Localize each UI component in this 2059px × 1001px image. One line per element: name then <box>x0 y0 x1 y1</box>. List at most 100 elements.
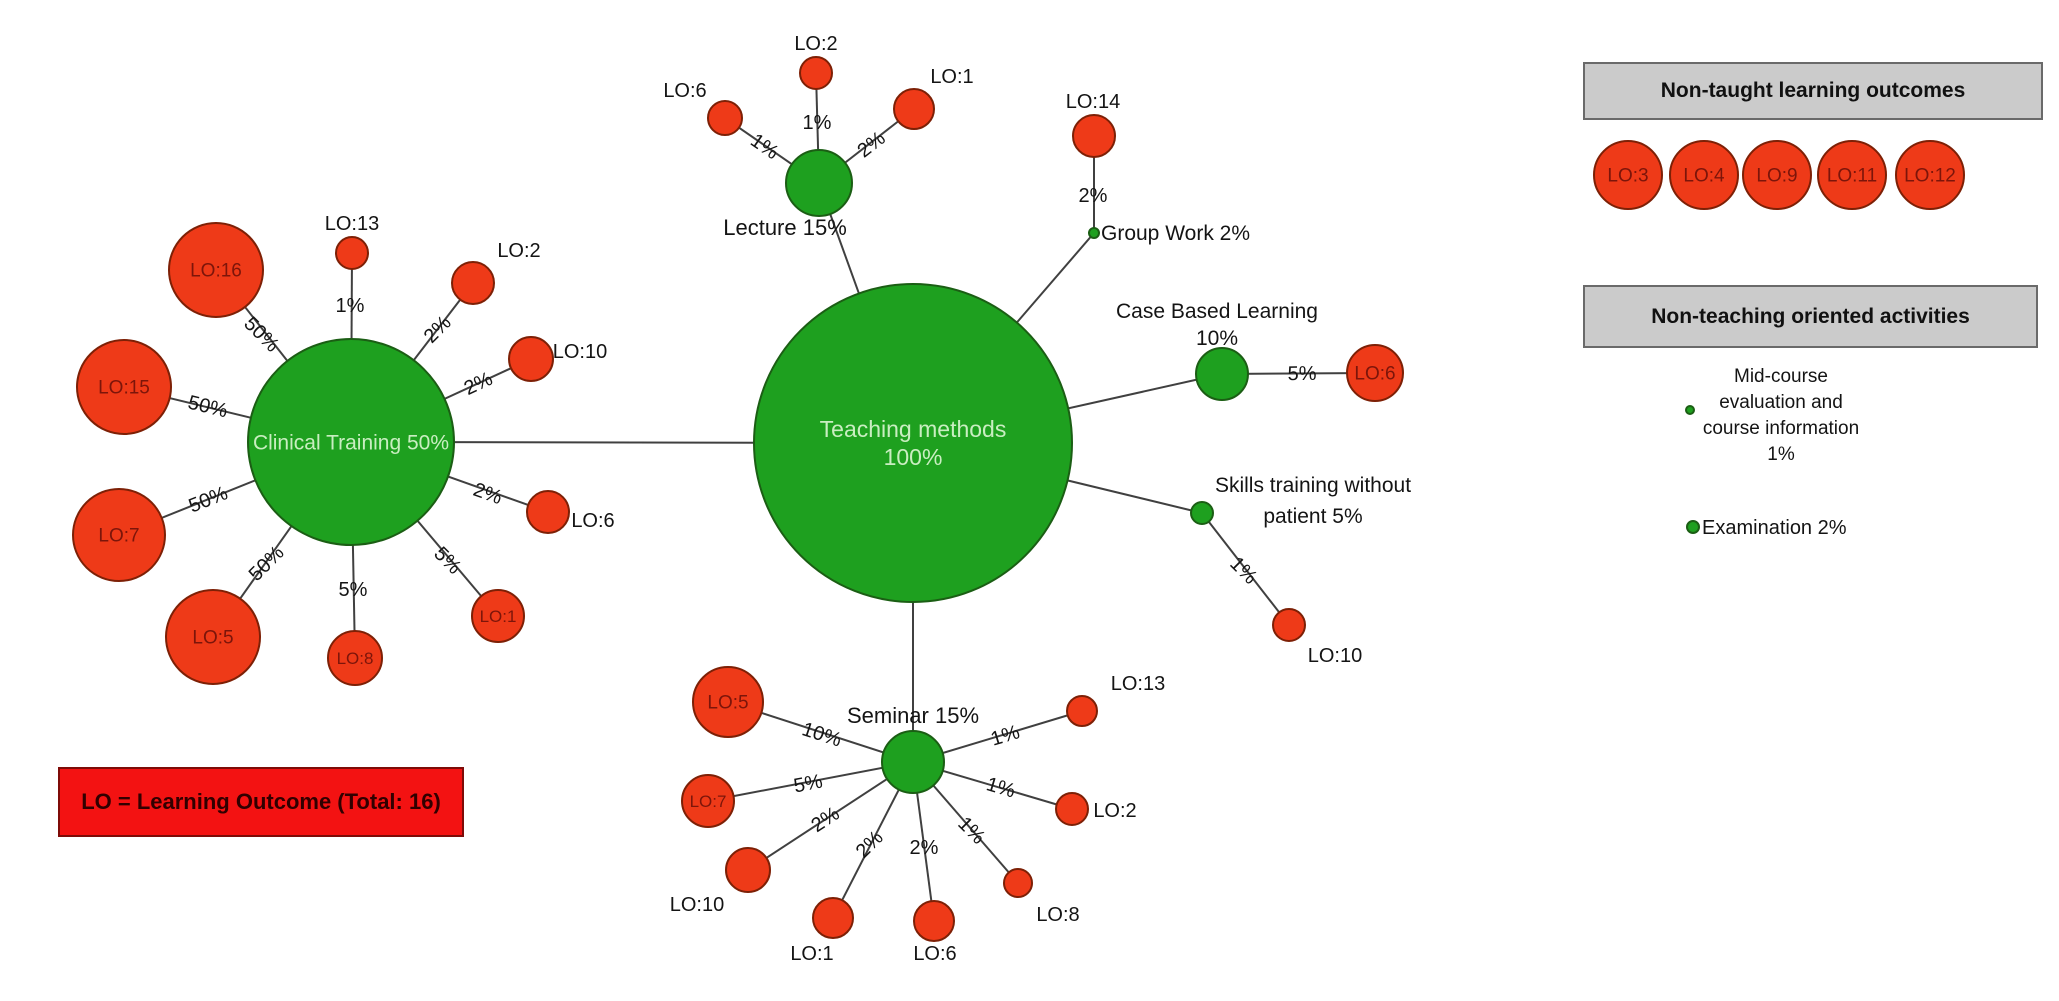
nodes-layer <box>72 56 1965 942</box>
tag-m2: LO:2 <box>1093 800 1136 822</box>
edge-label-seminar-m13: 1% <box>988 721 1022 750</box>
label-lg12: LO:12 <box>1904 166 1956 187</box>
node-m2 <box>1055 792 1089 826</box>
edge-label-clinical-c5: 50% <box>245 542 289 586</box>
edge-label-seminar-m5: 10% <box>799 718 844 751</box>
edge-label-cbl-cb6: 5% <box>1287 363 1316 385</box>
edge-label-clinical-c13: 1% <box>336 295 365 317</box>
label-lg4: LO:4 <box>1683 166 1725 187</box>
tag-exam: Examination 2% <box>1702 517 1847 539</box>
node-clinical <box>247 338 455 546</box>
label-c1: LO:1 <box>480 607 517 626</box>
edge-label-seminar-m6: 2% <box>910 837 939 859</box>
edge-label-clinical-c16: 50% <box>239 313 283 357</box>
node-m5 <box>692 666 764 738</box>
panel-non-teaching-header: Non-teaching oriented activities <box>1583 285 2038 348</box>
node-midcourse <box>1685 405 1695 415</box>
label-lg9: LO:9 <box>1756 166 1797 187</box>
tag-l1: LO:1 <box>930 66 973 88</box>
edge-label-seminar-m7: 5% <box>792 770 825 797</box>
node-s10 <box>1272 608 1306 642</box>
label-teaching-1: 100% <box>884 444 943 470</box>
tag-c13: LO:13 <box>325 213 379 235</box>
edge-label-seminar-m1: 2% <box>852 827 888 863</box>
node-c10 <box>508 336 554 382</box>
edge-label-clinical-c6r: 2% <box>470 479 505 509</box>
edge-label-clinical-c7: 50% <box>186 482 232 517</box>
edge-label-clinical-c15: 50% <box>186 392 230 423</box>
node-c8 <box>327 630 383 686</box>
node-cb6 <box>1346 344 1404 402</box>
node-l2 <box>799 56 833 90</box>
node-groupwork <box>1088 227 1100 239</box>
tag-l6: LO:6 <box>663 80 706 102</box>
label-c7: LO:7 <box>98 526 139 547</box>
node-teaching <box>753 283 1073 603</box>
tag-m1: LO:1 <box>790 943 833 965</box>
node-m8 <box>1003 868 1033 898</box>
tag-midcourse-2: course information <box>1703 418 1859 439</box>
edge-label-lecture-l2: 1% <box>803 112 832 134</box>
node-lg4 <box>1669 140 1739 210</box>
node-lg12 <box>1895 140 1965 210</box>
label-c5: LO:5 <box>192 628 233 649</box>
node-c6r <box>526 490 570 534</box>
node-l6 <box>707 100 743 136</box>
tag-midcourse-1: evaluation and <box>1719 392 1843 413</box>
tag-lecture: Lecture 15% <box>723 215 847 240</box>
edge-label-clinical-c2: 2% <box>420 312 456 348</box>
node-c2 <box>451 261 495 305</box>
node-m7 <box>681 774 735 828</box>
label-c15: LO:15 <box>98 378 150 399</box>
label-teaching-0: Teaching methods <box>820 416 1007 442</box>
node-lecture <box>785 149 853 217</box>
tag-m8: LO:8 <box>1036 904 1079 926</box>
label-lg3: LO:3 <box>1607 166 1648 187</box>
node-c1 <box>471 589 525 643</box>
tag-cbl-1: 10% <box>1196 327 1238 350</box>
node-c7 <box>72 488 166 582</box>
key-box: LO = Learning Outcome (Total: 16) <box>58 767 464 837</box>
edge-seminar-m7 <box>707 761 914 802</box>
node-lg3 <box>1593 140 1663 210</box>
tag-c10: LO:10 <box>553 341 607 363</box>
edge-label-clinical-c8: 5% <box>339 579 368 601</box>
edge-label-seminar-m10: 2% <box>807 803 843 837</box>
node-c5 <box>165 589 261 685</box>
label-lg11: LO:11 <box>1827 166 1877 187</box>
node-g14 <box>1072 114 1116 158</box>
tag-m6: LO:6 <box>913 943 956 965</box>
node-m13 <box>1066 695 1098 727</box>
node-lg9 <box>1742 140 1812 210</box>
tag-c6r: LO:6 <box>571 510 614 532</box>
edge-label-clinical-c1: 5% <box>429 543 465 579</box>
tag-s10: LO:10 <box>1308 645 1362 667</box>
panel-non-taught-header: Non-taught learning outcomes <box>1583 62 2043 120</box>
node-m1 <box>812 897 854 939</box>
edge-label-seminar-m2: 1% <box>984 773 1018 802</box>
node-c16 <box>168 222 264 318</box>
node-cbl <box>1195 347 1249 401</box>
tag-m10: LO:10 <box>670 894 724 916</box>
tag-skills-0: Skills training without <box>1215 474 1411 497</box>
tag-g14: LO:14 <box>1066 91 1120 113</box>
node-m10 <box>725 847 771 893</box>
edge-label-clinical-c10: 2% <box>461 368 497 400</box>
node-c13 <box>335 236 369 270</box>
edge-label-groupwork-g14: 2% <box>1079 185 1108 207</box>
tag-seminar: Seminar 15% <box>847 703 979 728</box>
label-clinical: Clinical Training 50% <box>253 431 449 454</box>
tag-c2: LO:2 <box>497 240 540 262</box>
label-c8: LO:8 <box>337 649 374 668</box>
tag-m13: LO:13 <box>1111 673 1165 695</box>
node-lg11 <box>1817 140 1887 210</box>
label-m5: LO:5 <box>707 693 748 714</box>
tag-midcourse-0: Mid-course <box>1734 366 1828 387</box>
edge-skills-s10 <box>1201 512 1290 626</box>
node-exam <box>1686 520 1700 534</box>
edge-label-lecture-l6: 1% <box>746 130 782 165</box>
label-c16: LO:16 <box>190 261 242 282</box>
node-m6 <box>913 900 955 942</box>
node-skills <box>1190 501 1214 525</box>
